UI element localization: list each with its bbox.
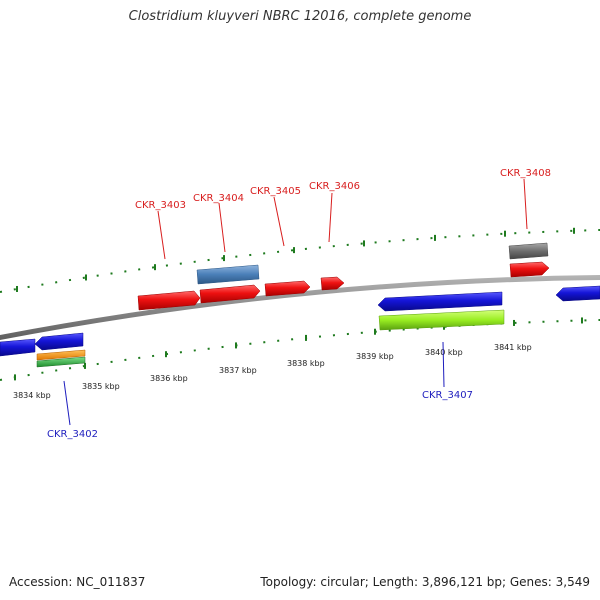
label-ckr-3407[interactable]: CKR_3407 <box>422 390 473 401</box>
gene-ckr-3408-rna[interactable] <box>508 242 549 260</box>
label-ckr-3406[interactable]: CKR_3406 <box>309 181 360 192</box>
leader-lines <box>63 178 528 426</box>
tick-3834: 3834 kbp <box>13 391 51 400</box>
tick-3840: 3840 kbp <box>425 348 463 357</box>
tick-3837: 3837 kbp <box>219 366 257 375</box>
gene-ckr-3402[interactable] <box>34 332 84 351</box>
reverse-genes <box>0 285 600 368</box>
tick-3838: 3838 kbp <box>287 359 325 368</box>
accession-text: Accession: NC_011837 <box>9 575 146 589</box>
label-ckr-3404[interactable]: CKR_3404 <box>193 193 244 204</box>
forward-genes <box>137 242 550 311</box>
label-ckr-3405[interactable]: CKR_3405 <box>250 186 301 197</box>
gene-ckr-3404-rna[interactable] <box>196 264 260 285</box>
tick-3841: 3841 kbp <box>494 343 532 352</box>
page-title: Clostridium kluyveri NBRC 12016, complet… <box>128 9 472 24</box>
gene-ckr-3402-green[interactable] <box>36 356 86 368</box>
tick-3835: 3835 kbp <box>82 382 120 391</box>
gene-ckr-3407-rna[interactable] <box>378 309 505 331</box>
gene-left-edge[interactable] <box>0 338 36 357</box>
tick-row-forward <box>0 229 600 293</box>
gene-ckr-3406[interactable] <box>320 276 345 291</box>
gene-right-edge[interactable] <box>555 285 600 302</box>
major-ticks <box>14 227 583 381</box>
tick-3839: 3839 kbp <box>356 352 394 361</box>
gene-ckr-3408[interactable] <box>509 261 550 278</box>
gene-labels: CKR_3403 CKR_3404 CKR_3405 CKR_3406 CKR_… <box>47 168 551 440</box>
tick-labels: 3834 kbp 3835 kbp 3836 kbp 3837 kbp 3838… <box>13 343 532 400</box>
label-ckr-3408[interactable]: CKR_3408 <box>500 168 551 179</box>
gene-ckr-3407[interactable] <box>377 291 503 312</box>
gene-ckr-3403[interactable] <box>137 290 201 311</box>
gene-ckr-3402-orange[interactable] <box>36 349 86 361</box>
label-ckr-3402[interactable]: CKR_3402 <box>47 429 98 440</box>
tick-3836: 3836 kbp <box>150 374 188 383</box>
topology-text: Topology: circular; Length: 3,896,121 bp… <box>260 575 590 589</box>
gene-ckr-3404[interactable] <box>199 284 261 304</box>
gene-ckr-3405[interactable] <box>264 280 311 297</box>
label-ckr-3403[interactable]: CKR_3403 <box>135 200 186 211</box>
